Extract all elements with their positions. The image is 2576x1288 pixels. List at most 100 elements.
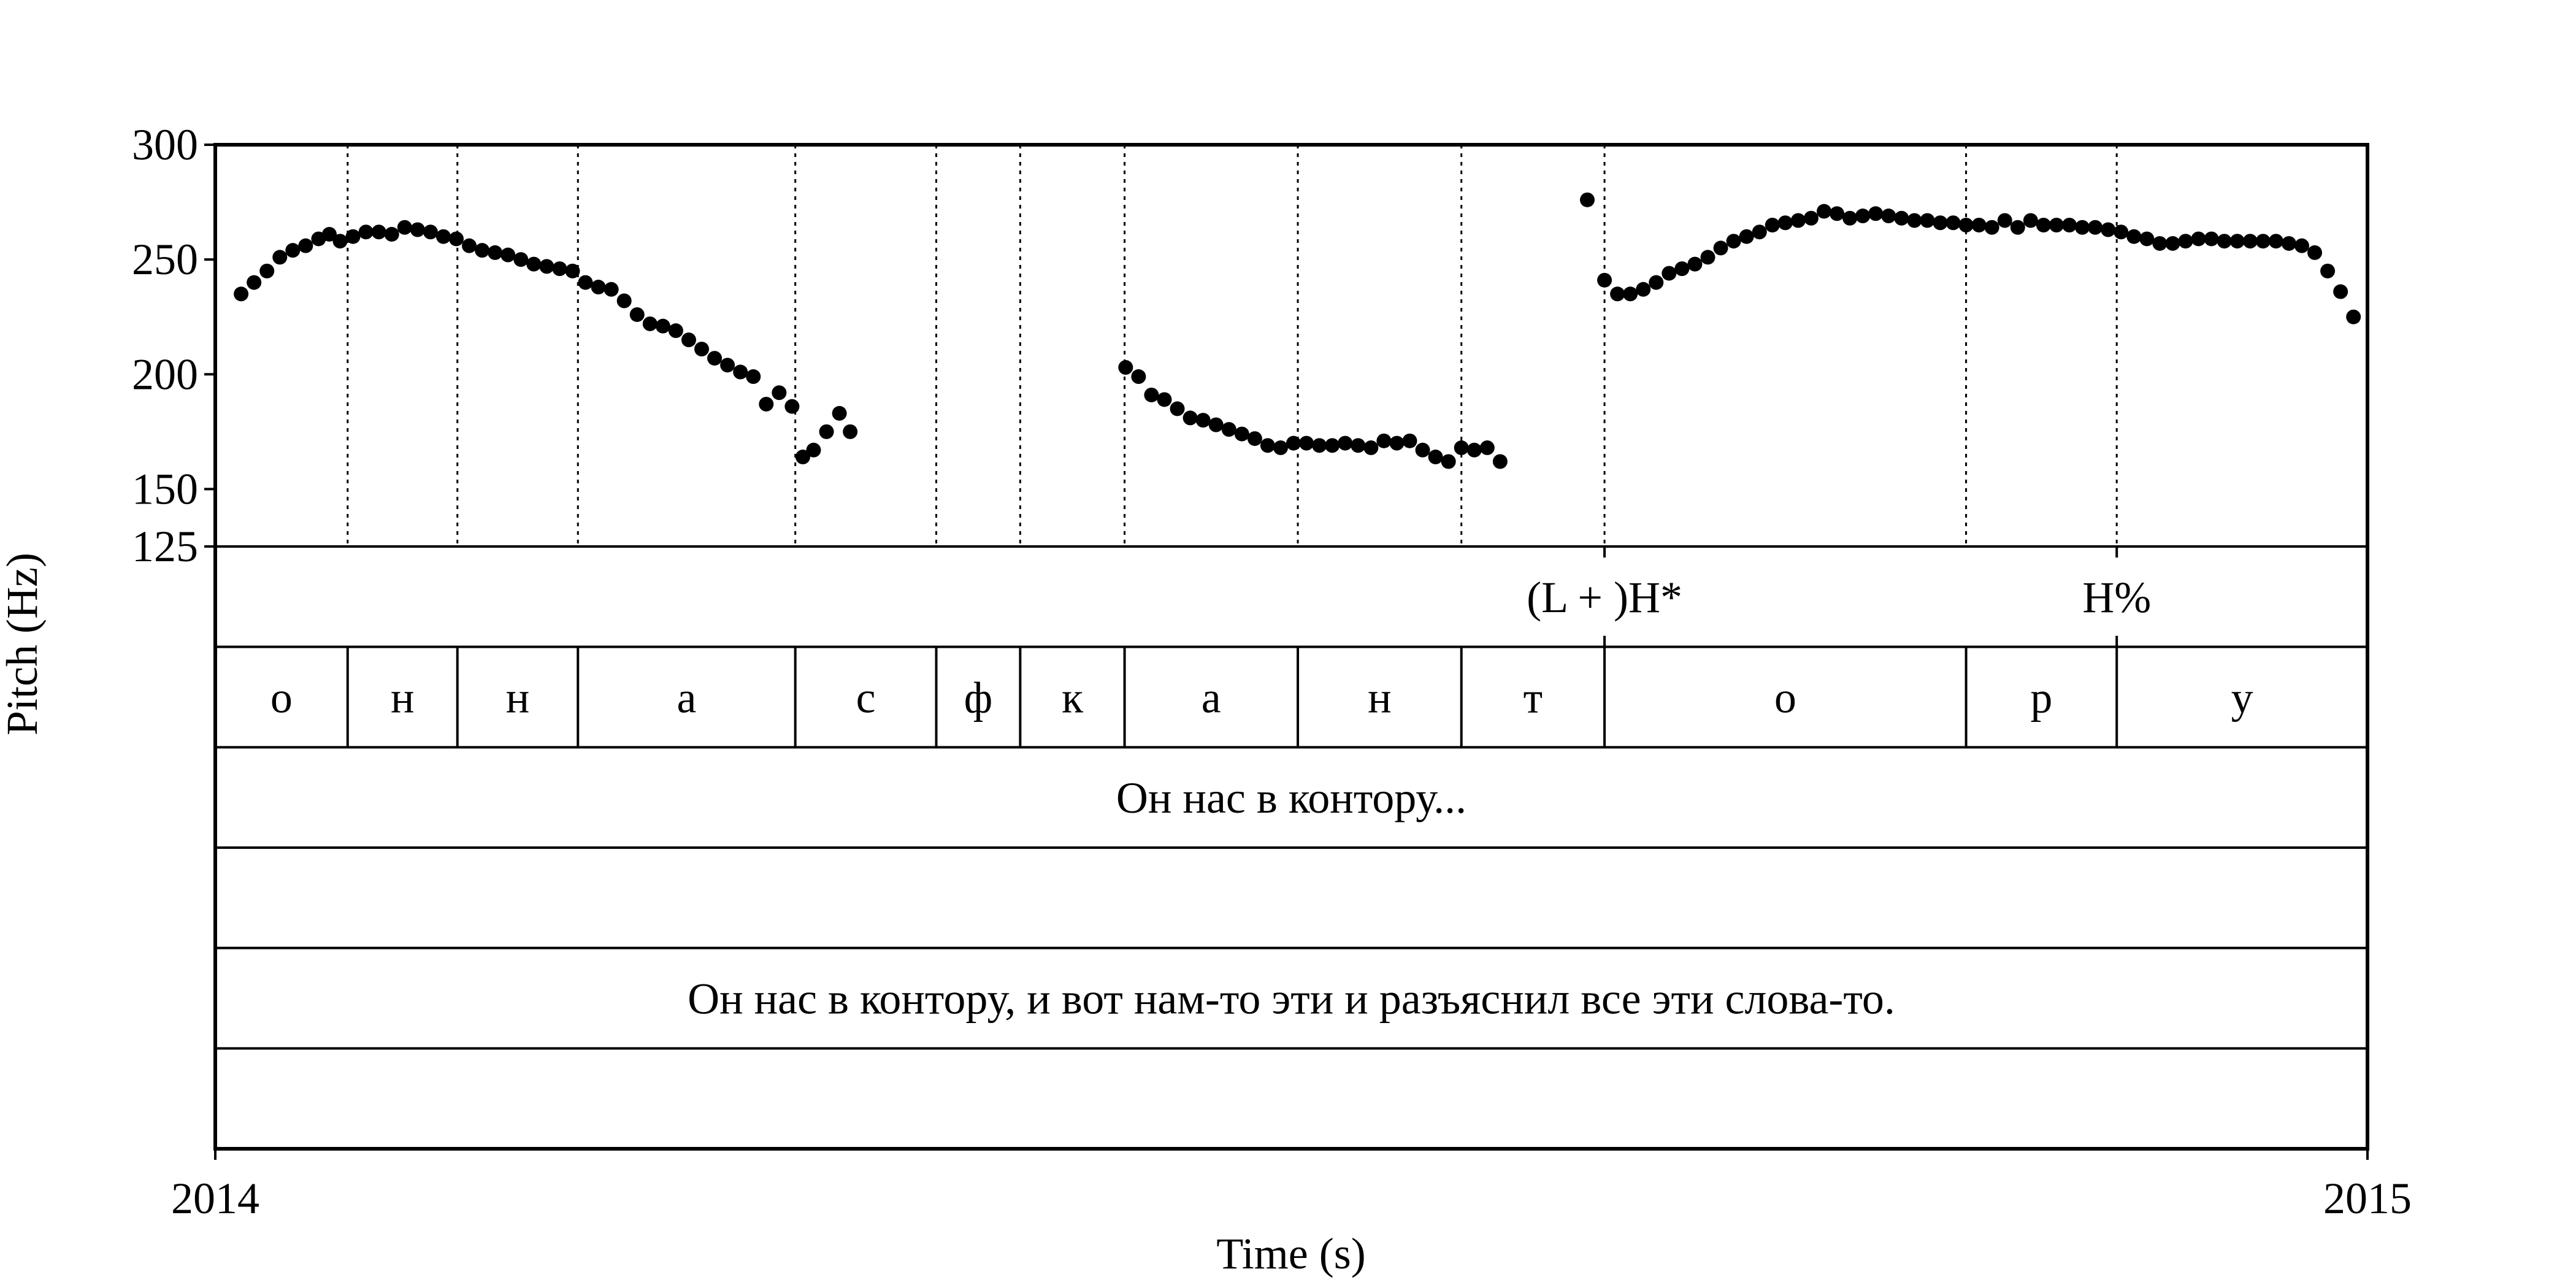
pitch-point <box>2242 234 2258 249</box>
pitch-point <box>285 243 301 258</box>
pitch-point <box>1376 433 1392 448</box>
pitch-point <box>2229 234 2245 249</box>
pitch-point <box>345 229 361 244</box>
pitch-point <box>1687 256 1703 272</box>
pitch-point <box>2114 224 2129 240</box>
pitch-point <box>2307 245 2323 260</box>
pitch-point <box>1610 286 1625 302</box>
pitch-point <box>371 224 386 240</box>
pitch-point <box>1971 218 1987 232</box>
phrase-label: Он нас в контору, и вот нам-то эти и раз… <box>688 975 1895 1024</box>
plot-frame <box>213 143 2369 1151</box>
pitch-point <box>2255 234 2271 249</box>
pitch-point <box>1752 224 1767 240</box>
pitch-point <box>733 364 748 380</box>
pitch-point <box>1881 209 1896 224</box>
pitch-point <box>668 323 683 339</box>
pitch-point <box>539 259 554 274</box>
pitch-point <box>247 275 262 290</box>
y-tick-label: 250 <box>132 235 198 284</box>
y-axis-ticks: 125 150 200 250 300 <box>132 120 215 571</box>
pitch-point <box>2333 284 2348 299</box>
pitch-point <box>1907 213 1922 228</box>
pitch-point <box>2023 213 2038 228</box>
x-axis-ticks: 2014 2015 <box>171 1149 2412 1223</box>
pitch-point <box>410 222 425 237</box>
pitch-point <box>616 293 632 309</box>
pitch-point <box>772 385 787 401</box>
pitch-point <box>1299 435 1314 451</box>
pitch-point <box>1273 440 1288 456</box>
pitch-point <box>591 280 606 295</box>
pitch-point <box>1131 369 1146 385</box>
pitch-point <box>500 247 516 263</box>
y-tick-label: 200 <box>132 350 198 399</box>
pitch-point <box>1713 240 1728 256</box>
pitch-point <box>1816 204 1831 219</box>
pitch-point <box>1195 413 1211 428</box>
pitch-point <box>2010 220 2025 235</box>
pitch-point <box>475 243 490 258</box>
pitch-point <box>1636 282 1651 297</box>
pitch-point <box>2191 231 2206 247</box>
segment-label: о <box>1774 673 1796 723</box>
segment-label: н <box>1368 673 1392 723</box>
pitch-point <box>1492 454 1508 469</box>
pitch-point <box>746 369 761 385</box>
tier-labels: (L + )H* H% о н н а с ф к а н т о р у Он нас в контору.… <box>270 573 2253 1024</box>
pitch-point <box>1739 229 1754 244</box>
pitch-point <box>1984 220 1999 235</box>
pitch-point <box>1325 438 1340 453</box>
phrase-label: Он нас в контору... <box>1116 773 1466 822</box>
boundary-lines <box>347 145 2118 546</box>
pitch-point <box>513 252 529 267</box>
pitch-point <box>435 229 451 244</box>
pitch-point <box>259 263 275 278</box>
y-tick-label: 125 <box>132 522 198 571</box>
pitch-point <box>1855 209 1871 224</box>
pitch-point <box>806 442 821 458</box>
pitch-point <box>1234 426 1249 442</box>
pitch-point <box>272 250 288 265</box>
pitch-point <box>759 396 774 412</box>
pitch-point <box>655 318 670 334</box>
pitch-point <box>832 405 847 421</box>
pitch-point <box>1479 440 1495 456</box>
segment-label: а <box>1202 673 1221 723</box>
pitch-point <box>1428 450 1443 465</box>
y-tick-label: 150 <box>132 464 198 513</box>
pitch-point <box>2165 236 2180 251</box>
pitch-point <box>1286 435 1301 451</box>
pitch-point <box>2036 218 2051 232</box>
segment-label: а <box>677 673 696 723</box>
pitch-point <box>1247 431 1262 447</box>
pitch-point <box>1144 387 1159 402</box>
pitch-point <box>1958 218 1974 232</box>
pitch-point <box>384 226 399 242</box>
pitch-point <box>1868 206 1884 221</box>
segment-label: с <box>856 673 876 723</box>
pitch-point <box>1389 435 1405 451</box>
pitch-point <box>1260 438 1275 453</box>
pitch-point <box>2126 229 2142 244</box>
segment-label: о <box>270 673 293 723</box>
pitch-point <box>604 282 619 297</box>
pitch-point <box>1338 435 1353 451</box>
pitch-point <box>1351 438 1366 453</box>
pitch-point <box>2075 220 2090 235</box>
tier-separators <box>215 545 2367 1050</box>
x-tick-label: 2015 <box>2323 1174 2412 1223</box>
segment-label: н <box>391 673 415 723</box>
pitch-point <box>681 332 696 348</box>
pitch-point <box>1118 360 1133 375</box>
pitch-point <box>1415 442 1430 458</box>
pitch-point <box>1597 272 1612 288</box>
pitch-point <box>2217 234 2232 249</box>
pitch-point <box>2281 236 2296 251</box>
pitch-point <box>2139 231 2155 247</box>
pitch-point <box>552 261 567 277</box>
pitch-point <box>1221 422 1236 437</box>
pitch-point <box>707 351 723 366</box>
pitch-point <box>819 424 834 439</box>
